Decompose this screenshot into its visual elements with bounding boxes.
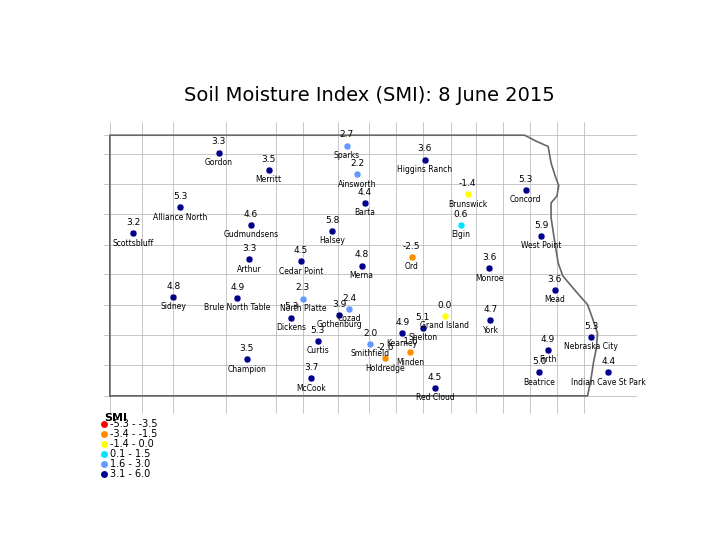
Text: 3.7: 3.7 bbox=[304, 363, 318, 373]
Text: 3.1 - 6.0: 3.1 - 6.0 bbox=[110, 469, 150, 479]
Text: 4.7: 4.7 bbox=[483, 305, 498, 314]
Text: Merritt: Merritt bbox=[256, 175, 282, 185]
Text: 3.3: 3.3 bbox=[212, 137, 226, 146]
Text: 4.8: 4.8 bbox=[166, 282, 181, 291]
Text: Soil Moisture Index (SMI): 8 June 2015: Soil Moisture Index (SMI): 8 June 2015 bbox=[184, 87, 554, 106]
Text: -2.5: -2.5 bbox=[403, 242, 420, 251]
Text: 4.9: 4.9 bbox=[541, 335, 555, 344]
Text: Smithfield: Smithfield bbox=[351, 349, 390, 358]
Text: -5.3 - -3.5: -5.3 - -3.5 bbox=[110, 419, 158, 429]
Text: Cedar Point: Cedar Point bbox=[279, 266, 323, 276]
Text: Grand Island: Grand Island bbox=[420, 321, 469, 330]
Text: SMI: SMI bbox=[104, 413, 127, 423]
Text: Halsey: Halsey bbox=[319, 236, 345, 245]
Text: Curtis: Curtis bbox=[306, 346, 329, 355]
Text: Sparks: Sparks bbox=[334, 151, 360, 160]
Text: 3.3: 3.3 bbox=[242, 244, 256, 254]
Text: 2.4: 2.4 bbox=[342, 294, 356, 303]
Text: Shelton: Shelton bbox=[408, 334, 437, 342]
Text: Cozad: Cozad bbox=[338, 314, 361, 324]
Text: West Point: West Point bbox=[521, 241, 562, 250]
Text: 2.2: 2.2 bbox=[350, 159, 364, 168]
Text: 5.3: 5.3 bbox=[284, 302, 298, 311]
Text: Kearney: Kearney bbox=[387, 339, 418, 348]
Text: 3.5: 3.5 bbox=[261, 155, 276, 164]
Text: 5.9: 5.9 bbox=[534, 221, 548, 230]
Text: 3.6: 3.6 bbox=[482, 253, 497, 262]
Text: 4.4: 4.4 bbox=[358, 188, 372, 197]
Text: Ord: Ord bbox=[405, 262, 418, 271]
Text: Indian Cave St Park: Indian Cave St Park bbox=[571, 378, 646, 387]
Text: Holdredge: Holdredge bbox=[365, 364, 405, 373]
Text: York: York bbox=[482, 326, 498, 335]
Text: 3.5: 3.5 bbox=[240, 344, 254, 353]
Polygon shape bbox=[110, 135, 598, 396]
Text: 1.6 - 3.0: 1.6 - 3.0 bbox=[110, 459, 150, 469]
Text: 5.3: 5.3 bbox=[174, 192, 188, 201]
Text: 4.8: 4.8 bbox=[354, 250, 369, 259]
Text: Brunswick: Brunswick bbox=[448, 200, 487, 208]
Text: McCook: McCook bbox=[296, 384, 326, 393]
Text: Minden: Minden bbox=[396, 358, 424, 367]
Text: Gordon: Gordon bbox=[204, 158, 233, 167]
Text: Gothenburg: Gothenburg bbox=[316, 320, 362, 330]
Text: Higgins Ranch: Higgins Ranch bbox=[397, 165, 452, 174]
Text: Barta: Barta bbox=[354, 208, 375, 217]
Text: -1.4 - 0.0: -1.4 - 0.0 bbox=[110, 439, 154, 449]
Text: Mead: Mead bbox=[544, 295, 565, 304]
Text: 5.3: 5.3 bbox=[310, 326, 325, 335]
Text: 4.5: 4.5 bbox=[294, 246, 308, 255]
Text: Champion: Champion bbox=[228, 365, 266, 374]
Text: 5.1: 5.1 bbox=[415, 313, 430, 322]
Text: Merna: Merna bbox=[350, 271, 374, 280]
Text: 4.5: 4.5 bbox=[428, 373, 442, 382]
Text: Brule North Table: Brule North Table bbox=[204, 303, 271, 312]
Text: Scottsbluff: Scottsbluff bbox=[113, 239, 154, 248]
Text: 4.9: 4.9 bbox=[395, 318, 410, 327]
Text: Ainsworth: Ainsworth bbox=[338, 180, 376, 188]
Text: 3.9: 3.9 bbox=[332, 300, 346, 309]
Text: Arthur: Arthur bbox=[237, 265, 261, 274]
Text: 3.2: 3.2 bbox=[126, 218, 140, 227]
Text: 3.6: 3.6 bbox=[547, 275, 562, 284]
Text: 5.8: 5.8 bbox=[325, 216, 339, 225]
Text: 0.6: 0.6 bbox=[454, 210, 468, 219]
Text: -1.6: -1.6 bbox=[401, 337, 419, 346]
Text: Concord: Concord bbox=[510, 195, 541, 204]
Text: Monroe: Monroe bbox=[475, 274, 503, 282]
Text: 2.0: 2.0 bbox=[364, 329, 377, 337]
Text: Beatrice: Beatrice bbox=[523, 378, 555, 387]
Text: Red Cloud: Red Cloud bbox=[415, 394, 454, 403]
Text: 5.0: 5.0 bbox=[532, 357, 546, 366]
Text: Firth: Firth bbox=[539, 355, 557, 364]
Text: 5.3: 5.3 bbox=[518, 175, 533, 184]
Text: Dickens: Dickens bbox=[276, 323, 306, 332]
Text: Elgin: Elgin bbox=[451, 230, 471, 239]
Text: 3.6: 3.6 bbox=[418, 145, 432, 153]
Text: -2.6: -2.6 bbox=[377, 343, 394, 353]
Text: 4.6: 4.6 bbox=[244, 210, 258, 219]
Text: 4.4: 4.4 bbox=[601, 357, 615, 366]
Text: Nebraska City: Nebraska City bbox=[564, 342, 618, 351]
Text: North Platte: North Platte bbox=[279, 304, 326, 313]
Text: 0.0: 0.0 bbox=[437, 301, 451, 310]
Text: Alliance North: Alliance North bbox=[153, 213, 207, 222]
Text: 0.1 - 1.5: 0.1 - 1.5 bbox=[110, 449, 150, 459]
Text: 4.9: 4.9 bbox=[230, 282, 245, 291]
Text: Sidney: Sidney bbox=[161, 302, 186, 311]
Text: 2.3: 2.3 bbox=[296, 284, 310, 292]
Text: 2.7: 2.7 bbox=[340, 131, 354, 140]
Text: Gudmundsens: Gudmundsens bbox=[223, 230, 279, 239]
Text: -1.4: -1.4 bbox=[459, 179, 476, 188]
Text: -3.4 - -1.5: -3.4 - -1.5 bbox=[110, 429, 158, 439]
Text: 5.3: 5.3 bbox=[584, 321, 598, 331]
